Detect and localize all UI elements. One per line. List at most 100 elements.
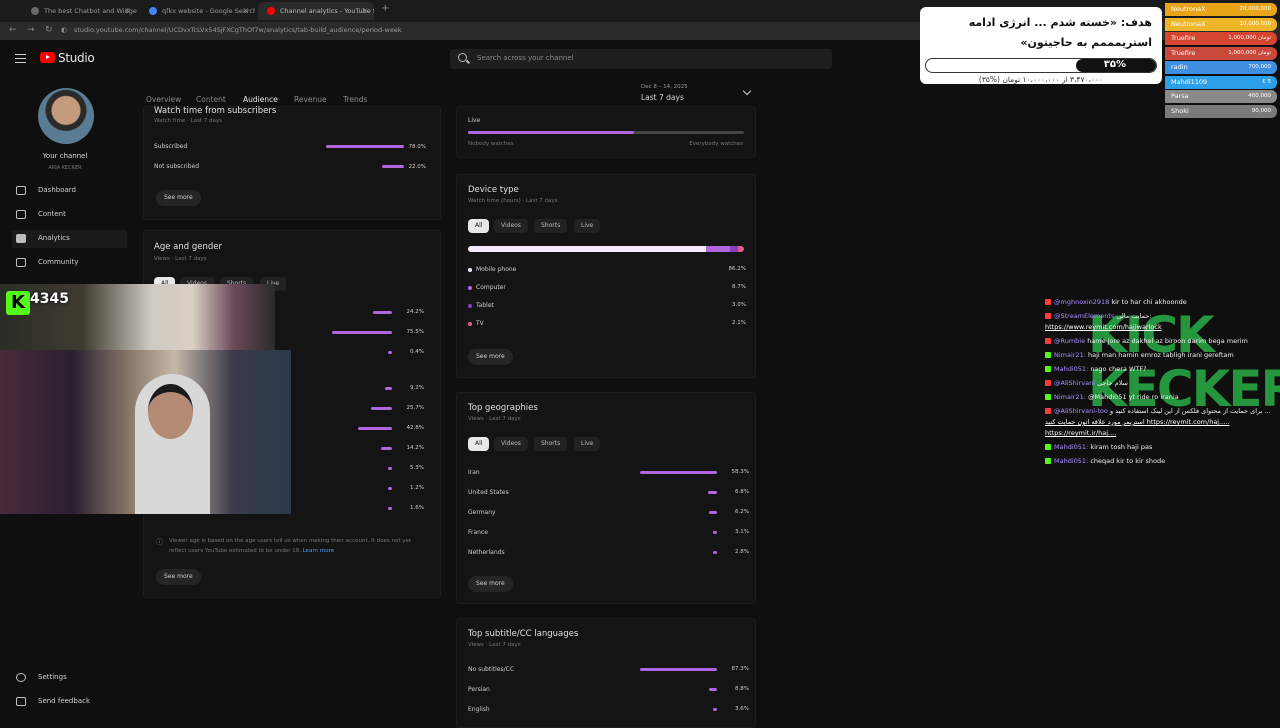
filter-chip-live[interactable]: Live bbox=[574, 219, 601, 233]
browser-tab[interactable]: qfkx website - Google Search × bbox=[140, 2, 255, 20]
row-label: Persian bbox=[468, 686, 490, 693]
your-channel-label: Your channel bbox=[42, 152, 88, 160]
search-icon bbox=[458, 53, 467, 62]
chat-username: Nimair21: bbox=[1054, 393, 1088, 401]
see-more-button[interactable]: See more bbox=[468, 576, 513, 592]
chat-username: @AliShirvani bbox=[1054, 379, 1098, 387]
chat-text: hame jore az dakhel az biroon darim bega… bbox=[1087, 337, 1248, 345]
chat-text[interactable]: استریمر مورد علاقه اتون حمایت کنید https… bbox=[1045, 418, 1230, 426]
new-tab-icon[interactable]: + bbox=[381, 3, 390, 14]
browser-tab[interactable]: The best Chatbot and Widgets × bbox=[22, 2, 137, 20]
menu-icon[interactable] bbox=[15, 54, 26, 63]
chat-text[interactable]: https://reymit.ir/haj.... bbox=[1045, 429, 1117, 437]
youtube-badge-icon bbox=[1045, 312, 1051, 319]
chevron-down-icon[interactable] bbox=[742, 86, 752, 96]
row-value: 58.3% bbox=[731, 469, 749, 475]
close-icon[interactable]: × bbox=[361, 6, 368, 15]
sidebar-item-label: Send feedback bbox=[38, 697, 91, 705]
donor-name: Truefire bbox=[1171, 48, 1196, 57]
row-label: France bbox=[468, 529, 488, 536]
browser-tab-active[interactable]: Channel analytics - YouTube St... × bbox=[258, 2, 374, 20]
url-field[interactable]: studio.youtube.com/channel/UCDvxTcLVx54S… bbox=[74, 26, 402, 34]
date-range[interactable]: Dec 8 – 14, 2025 bbox=[641, 84, 688, 90]
donor-amount: 20,000,000 bbox=[1239, 6, 1272, 12]
donor-row: Truefire 1,000,000 تومان bbox=[1165, 46, 1277, 60]
row-value: 25.7% bbox=[406, 405, 424, 411]
sidebar-item-community[interactable]: Community bbox=[12, 254, 127, 272]
date-label[interactable]: Last 7 days bbox=[641, 93, 684, 102]
donor-row: NeutronaX 10,000,000 bbox=[1165, 17, 1277, 31]
filter-chip-videos[interactable]: Videos bbox=[494, 219, 528, 233]
filter-chip-shorts[interactable]: Shorts bbox=[534, 219, 568, 233]
right-caption: Everybody watches bbox=[689, 141, 743, 147]
tab-revenue[interactable]: Revenue bbox=[294, 95, 327, 104]
sidebar-item-send-feedback[interactable]: Send feedback bbox=[12, 693, 127, 711]
filter-chip-shorts[interactable]: Shorts bbox=[534, 437, 568, 451]
filter-chip-all[interactable]: All bbox=[468, 219, 490, 233]
chat-text[interactable]: https://www.reymit.com/hajiwarlock bbox=[1045, 323, 1162, 331]
row-bar bbox=[708, 491, 717, 494]
chat-message: @StreamElements حمایت مالی: bbox=[1045, 312, 1151, 320]
forward-icon[interactable]: → bbox=[27, 25, 35, 35]
row-value: 87.3% bbox=[731, 666, 749, 672]
studio-logo-text: Studio bbox=[58, 51, 95, 65]
tab-overview[interactable]: Overview bbox=[146, 95, 182, 104]
row-label: United States bbox=[468, 489, 509, 496]
card-title: Watch time from subscribers bbox=[154, 106, 277, 116]
filter-chip-all[interactable]: All bbox=[468, 437, 490, 451]
site-info-icon[interactable]: ◐ bbox=[61, 26, 68, 34]
back-icon[interactable]: ← bbox=[9, 25, 17, 35]
close-icon[interactable]: × bbox=[242, 6, 249, 15]
chat-username: Mahdi051: bbox=[1054, 365, 1091, 373]
live-card: Live Nobody watches Everybody watches bbox=[456, 106, 756, 158]
sidebar-item-label: Dashboard bbox=[38, 186, 76, 194]
donor-amount: 400,000 bbox=[1248, 93, 1271, 99]
info-icon: ⓘ bbox=[156, 538, 163, 546]
donor-name: Mahdi1109 bbox=[1171, 77, 1208, 86]
webcam-overlay: K 4345 bbox=[0, 284, 291, 514]
see-more-button[interactable]: See more bbox=[468, 349, 513, 365]
donor-amount: € 5 bbox=[1262, 78, 1271, 85]
chat-text: nago chera WTF? bbox=[1090, 365, 1147, 373]
kick-overlay-text: KICK KECKER bbox=[1088, 306, 1280, 418]
chat-message: Mahdi051: cheqad kir to kir shode bbox=[1045, 457, 1165, 465]
youtube-badge-icon bbox=[1045, 298, 1051, 305]
row-value: 42.8% bbox=[406, 425, 424, 431]
reload-icon[interactable]: ↻ bbox=[45, 25, 53, 35]
filter-chip-live[interactable]: Live bbox=[574, 437, 601, 451]
goal-progress-bar: ۳۵% bbox=[925, 58, 1157, 73]
row-bar bbox=[640, 471, 717, 474]
chat-text: haji man hamin emroz tabligh irani geref… bbox=[1088, 351, 1234, 359]
tab-trends[interactable]: Trends bbox=[343, 95, 368, 104]
gear-icon bbox=[16, 673, 26, 682]
age-note: Viewer age is based on the age users tel… bbox=[169, 536, 429, 556]
legend-dot bbox=[468, 286, 472, 290]
donor-name: radin bbox=[1171, 63, 1188, 71]
sidebar-item-label: Analytics bbox=[38, 234, 70, 242]
sidebar-item-content[interactable]: Content bbox=[12, 206, 127, 224]
sidebar-item-settings[interactable]: Settings bbox=[12, 669, 127, 687]
learn-more-link[interactable]: Learn more bbox=[302, 548, 335, 554]
youtube-logo-icon[interactable] bbox=[40, 52, 55, 63]
see-more-button[interactable]: See more bbox=[156, 190, 201, 206]
tab-content[interactable]: Content bbox=[196, 95, 226, 104]
sidebar-item-dashboard[interactable]: Dashboard bbox=[12, 182, 127, 200]
avatar[interactable] bbox=[38, 88, 94, 144]
row-label: TV bbox=[476, 320, 484, 327]
close-icon[interactable]: × bbox=[124, 6, 131, 15]
sidebar-item-analytics[interactable]: Analytics bbox=[12, 230, 127, 248]
search-input[interactable]: Search across your channel bbox=[450, 49, 832, 69]
note-text: Viewer age is based on the age users tel… bbox=[169, 538, 412, 554]
card-title: Top geographies bbox=[468, 403, 538, 413]
live-label: Live bbox=[468, 117, 481, 124]
legend-dot bbox=[468, 304, 472, 308]
search-placeholder: Search across your channel bbox=[477, 54, 574, 62]
community-icon bbox=[16, 258, 26, 267]
filter-chip-videos[interactable]: Videos bbox=[494, 437, 528, 451]
donor-row: Truefire 1,000,000 تومان bbox=[1165, 32, 1277, 45]
tab-audience[interactable]: Audience bbox=[243, 95, 278, 104]
donor-amount: 1,000,000 تومان bbox=[1228, 35, 1271, 41]
row-bar bbox=[331, 331, 392, 334]
device-segment bbox=[705, 246, 730, 252]
see-more-button[interactable]: See more bbox=[156, 569, 201, 585]
